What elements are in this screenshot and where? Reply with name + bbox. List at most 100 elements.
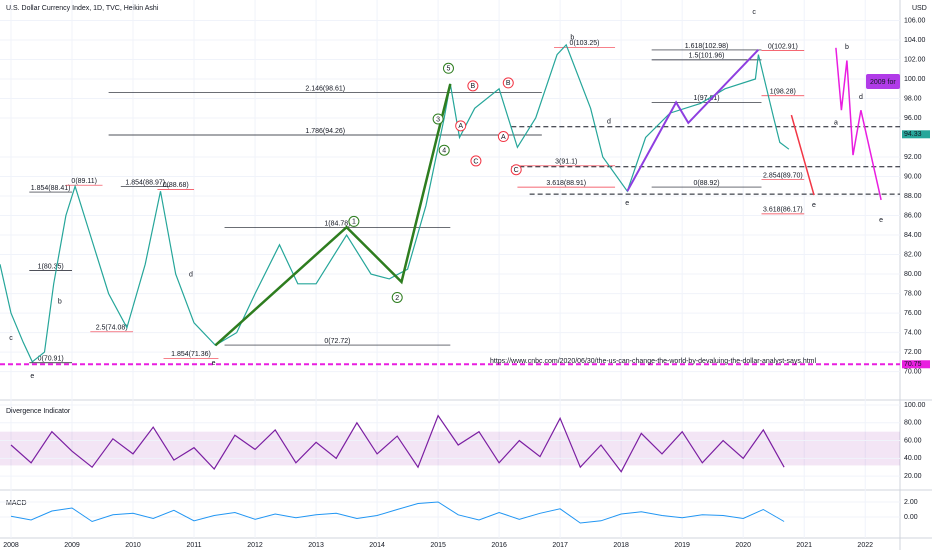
y-tick-label: 100.00 — [904, 402, 926, 409]
y-tick-label: 74.00 — [904, 329, 922, 336]
wave-circle — [442, 62, 454, 74]
wave-circle — [391, 291, 403, 303]
y-tick-label: 90.00 — [904, 173, 922, 180]
wave-circle — [432, 113, 444, 125]
wave-label: 5 — [447, 66, 451, 73]
link-text: https://www.cnbc.com/2020/06/30/the-us-c… — [490, 358, 816, 365]
fib-label: 1(97.61) — [694, 95, 720, 102]
wave-circle — [497, 131, 509, 143]
y-tick-label: 2.00 — [904, 499, 918, 506]
series-line — [790, 114, 815, 196]
wave-label: 4 — [442, 148, 446, 155]
fib-label: 2.5(74.08) — [96, 325, 128, 332]
fib-label: 3.618(88.91) — [546, 180, 586, 187]
wave-label: c — [752, 9, 756, 16]
wave-label: A — [458, 123, 463, 130]
pane-title: MACD — [6, 500, 27, 507]
wave-label: 2 — [395, 295, 399, 302]
wave-label: c — [9, 335, 13, 342]
fib-label: 1.854(88.97) — [125, 179, 165, 186]
wave-label: d — [607, 118, 611, 125]
y-tick-label: 72.00 — [904, 349, 922, 356]
fib-label: 3(91.1) — [555, 159, 577, 166]
y-tick-label: 70.00 — [904, 368, 922, 375]
y-tick-label: 20.00 — [904, 473, 922, 480]
y-tick-label: 60.00 — [904, 437, 922, 444]
x-tick-label: 2012 — [247, 542, 263, 549]
x-tick-label: 2014 — [369, 542, 385, 549]
wave-label: b — [845, 44, 849, 51]
y-tick-label: 78.00 — [904, 290, 922, 297]
price-tag-label: 94.33 — [904, 131, 922, 138]
fib-label: 1.854(71.36) — [171, 351, 211, 358]
y-tick-label: 0.00 — [904, 514, 918, 521]
fib-label: 2.854(89.70) — [763, 172, 803, 179]
y-tick-label: 80.00 — [904, 271, 922, 278]
y-tick-label: 106.00 — [904, 17, 926, 24]
wave-label: 3 — [436, 116, 440, 123]
wave-label: d — [189, 271, 193, 278]
x-tick-label: 2016 — [491, 542, 507, 549]
price-tag-label: 70.75 — [904, 361, 922, 368]
fib-label: 0(103.25) — [570, 40, 600, 47]
fib-label: 0(88.68) — [163, 182, 189, 189]
y-tick-label: 92.00 — [904, 154, 922, 161]
fib-label: 2.146(98.61) — [305, 85, 345, 92]
fib-label: 1(80.35) — [38, 263, 64, 270]
wave-label: e — [30, 373, 34, 380]
callout-label: 2009 for — [870, 79, 896, 86]
y-tick-label: 84.00 — [904, 232, 922, 239]
wave-circle — [438, 144, 450, 156]
x-tick-label: 2011 — [187, 542, 202, 549]
wave-label: b — [570, 34, 574, 41]
wave-circle — [470, 155, 482, 167]
series-line — [10, 501, 785, 524]
indicator-band — [0, 431, 900, 466]
y-tick-label: 100.00 — [904, 76, 926, 83]
wave-label: e — [812, 202, 816, 209]
series-line — [626, 49, 760, 192]
callout-box — [866, 74, 900, 89]
fib-label: 0(88.92) — [694, 180, 720, 187]
y-tick-label: 80.00 — [904, 420, 922, 427]
wave-label: A — [501, 134, 506, 141]
chart-title: U.S. Dollar Currency Index, 1D, TVC, Hei… — [6, 5, 159, 12]
wave-label: B — [471, 83, 476, 90]
x-tick-label: 2022 — [857, 542, 873, 549]
wave-label: b — [58, 299, 62, 306]
y-tick-label: 104.00 — [904, 37, 926, 44]
y-tick-label: 76.00 — [904, 310, 922, 317]
wave-label: C — [514, 167, 519, 174]
wave-circle — [510, 164, 522, 176]
currency-label: USD — [912, 5, 927, 12]
wave-label: B — [506, 80, 511, 87]
series-line — [0, 43, 790, 363]
x-tick-label: 2017 — [552, 542, 568, 549]
y-tick-label: 82.00 — [904, 251, 922, 258]
series-line — [10, 414, 785, 473]
wave-label: d — [859, 94, 863, 101]
wave-circle — [502, 77, 514, 89]
series-line — [835, 47, 882, 201]
wave-label: e — [212, 360, 216, 367]
fib-label: 0(72.72) — [324, 338, 350, 345]
x-tick-label: 2015 — [430, 542, 446, 549]
x-tick-label: 2020 — [735, 542, 751, 549]
x-tick-label: 2009 — [64, 542, 80, 549]
x-tick-label: 2010 — [125, 542, 141, 549]
fib-label: 1(98.28) — [770, 89, 796, 96]
wave-circle — [455, 120, 467, 132]
price-tag — [902, 360, 930, 369]
y-tick-label: 98.00 — [904, 95, 922, 102]
fib-label: 0(102.91) — [768, 43, 798, 50]
wave-label: 1 — [352, 219, 356, 226]
price-tag — [902, 130, 930, 139]
x-tick-label: 2018 — [613, 542, 629, 549]
x-tick-label: 2019 — [674, 542, 690, 549]
x-tick-label: 2013 — [308, 542, 324, 549]
wave-circle — [467, 80, 479, 92]
x-tick-label: 2008 — [3, 542, 19, 549]
fib-label: 3.618(86.17) — [763, 207, 803, 214]
fib-label: 0(89.11) — [71, 178, 97, 185]
